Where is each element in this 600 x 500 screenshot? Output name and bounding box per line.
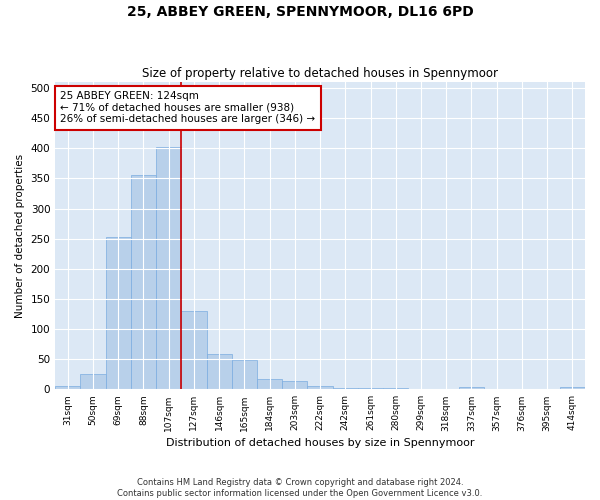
Bar	[282, 382, 307, 390]
Bar	[459, 387, 484, 390]
Bar	[332, 388, 358, 390]
Bar	[55, 386, 80, 390]
Bar	[383, 388, 409, 390]
Title: Size of property relative to detached houses in Spennymoor: Size of property relative to detached ho…	[142, 66, 498, 80]
Bar	[509, 388, 535, 390]
Bar	[80, 374, 106, 390]
Bar	[206, 354, 232, 390]
Text: 25 ABBEY GREEN: 124sqm
← 71% of detached houses are smaller (938)
26% of semi-de: 25 ABBEY GREEN: 124sqm ← 71% of detached…	[61, 92, 316, 124]
Bar	[106, 238, 131, 390]
Text: Contains HM Land Registry data © Crown copyright and database right 2024.
Contai: Contains HM Land Registry data © Crown c…	[118, 478, 482, 498]
Bar	[434, 388, 459, 390]
Bar	[409, 388, 434, 390]
Bar	[358, 388, 383, 390]
Bar	[232, 360, 257, 390]
Text: 25, ABBEY GREEN, SPENNYMOOR, DL16 6PD: 25, ABBEY GREEN, SPENNYMOOR, DL16 6PD	[127, 5, 473, 19]
Y-axis label: Number of detached properties: Number of detached properties	[15, 154, 25, 318]
Bar	[560, 387, 585, 390]
X-axis label: Distribution of detached houses by size in Spennymoor: Distribution of detached houses by size …	[166, 438, 475, 448]
Bar	[131, 176, 156, 390]
Bar	[257, 379, 282, 390]
Bar	[181, 311, 206, 390]
Bar	[156, 147, 181, 390]
Bar	[307, 386, 332, 390]
